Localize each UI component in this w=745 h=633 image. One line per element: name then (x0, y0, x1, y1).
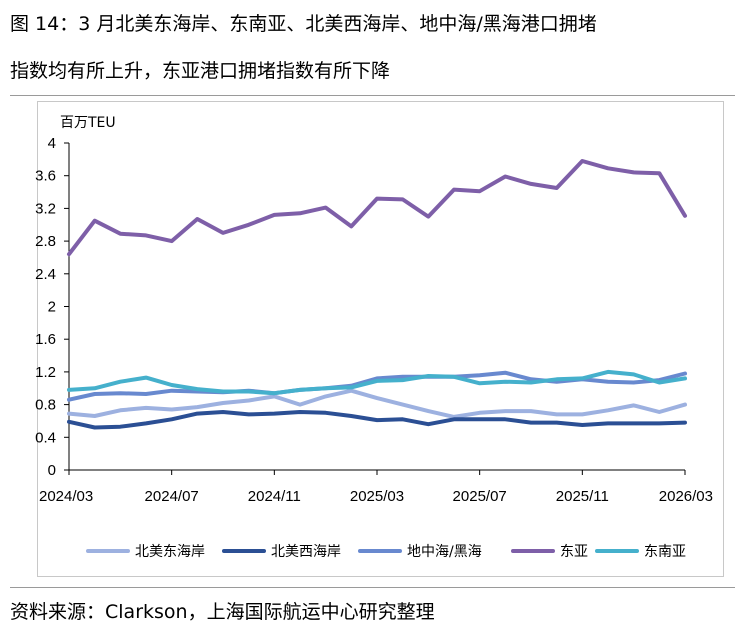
x-tick-label: 2024/07 (145, 488, 199, 505)
x-tick-label: 2024/11 (248, 488, 301, 505)
y-tick-label: 3.2 (35, 200, 56, 217)
series-line (67, 159, 687, 257)
x-tick-label: 2024/03 (39, 488, 93, 505)
series-lines (67, 159, 687, 430)
legend-label: 东亚 (560, 544, 588, 560)
figure-title-line2: 指数均有所上升，东亚港口拥堵指数有所下降 (10, 60, 391, 82)
y-tick-label: 0 (48, 462, 56, 479)
legend-label: 北美东海岸 (135, 544, 205, 560)
x-tick-label: 2026/03 (659, 488, 713, 505)
y-tick-label: 3.6 (35, 168, 56, 185)
legend: 北美东海岸 北美西海岸 地中海/黑海 东亚 东南亚 (86, 544, 686, 560)
series-line (67, 388, 687, 419)
source-divider (10, 587, 735, 588)
y-tick-label: 2.8 (35, 233, 56, 250)
y-axis: 0 0.4 0.8 1.2 1.6 2 2.4 2.8 3.2 3.6 4 (35, 135, 70, 479)
x-tick-label: 2025/07 (453, 488, 507, 505)
y-tick-label: 4 (48, 135, 56, 152)
y-tick-label: 1.6 (35, 331, 56, 348)
figure-title-line1: 图 14：3 月北美东海岸、东南亚、北美西海岸、地中海/黑海港口拥堵 (10, 13, 597, 35)
title-divider (10, 95, 735, 96)
y-tick-label: 0.8 (35, 397, 56, 414)
y-tick-label: 2 (48, 299, 56, 316)
series-line (67, 410, 687, 430)
y-tick-label: 0.4 (35, 429, 56, 446)
x-tick-label: 2025/03 (350, 488, 404, 505)
x-tick-label: 2025/11 (556, 488, 609, 505)
x-axis: 2024/03 2024/07 2024/11 2025/03 2025/07 2025/… (39, 469, 713, 505)
y-axis-unit-label: 百万TEU (60, 115, 116, 131)
series-line (67, 369, 687, 396)
y-tick-label: 1.2 (35, 364, 56, 381)
source-note: 资料来源：Clarkson，上海国际航运中心研究整理 (10, 601, 435, 623)
chart-frame (37, 101, 724, 577)
legend-label: 地中海/黑海 (407, 544, 482, 560)
legend-label: 北美西海岸 (271, 544, 341, 560)
legend-label: 东南亚 (644, 544, 686, 560)
y-tick-label: 2.4 (35, 266, 56, 283)
